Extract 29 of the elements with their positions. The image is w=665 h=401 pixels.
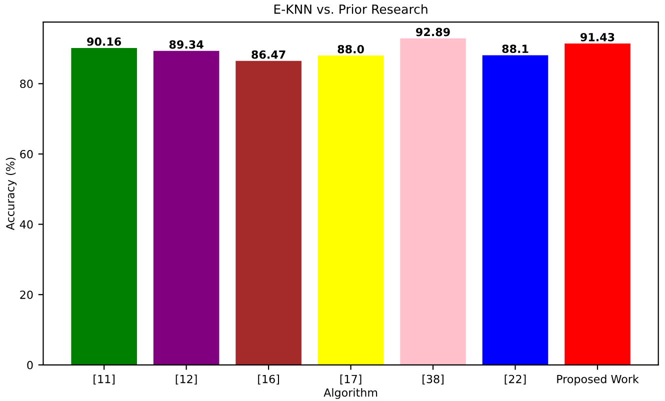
data-label: 89.34 bbox=[169, 40, 204, 49]
y-tick-label: 20 bbox=[20, 290, 33, 299]
x-axis-title: Algorithm bbox=[324, 388, 378, 399]
x-tick-label: [17] bbox=[340, 374, 362, 385]
x-tick-label: [38] bbox=[422, 374, 444, 385]
chart-title: E-KNN vs. Prior Research bbox=[274, 4, 428, 14]
data-label: 88.1 bbox=[502, 44, 528, 54]
data-label: 92.89 bbox=[416, 28, 450, 36]
x-tick-label: [11] bbox=[94, 374, 115, 385]
y-tick-label: 60 bbox=[20, 150, 33, 158]
x-tick-label: [22] bbox=[504, 374, 526, 385]
data-label: 90.16 bbox=[87, 37, 122, 46]
data-label: 88.0 bbox=[338, 45, 364, 54]
bar bbox=[482, 55, 548, 365]
bar bbox=[236, 60, 302, 365]
x-tick-label: [12] bbox=[176, 374, 197, 385]
x-tick-label: [16] bbox=[258, 374, 279, 385]
bar bbox=[71, 48, 137, 365]
data-label: 91.43 bbox=[580, 32, 614, 42]
y-tick-label: 0 bbox=[27, 360, 33, 370]
bar bbox=[318, 56, 384, 365]
y-axis-title: Accuracy (%) bbox=[6, 158, 17, 230]
y-tick-label: 40 bbox=[20, 220, 33, 229]
bar bbox=[400, 38, 466, 365]
data-label: 86.47 bbox=[252, 50, 286, 59]
bar bbox=[153, 50, 220, 365]
y-tick-label: 80 bbox=[20, 80, 33, 88]
x-tick-label: Proposed Work bbox=[557, 374, 639, 386]
bar bbox=[564, 44, 630, 365]
